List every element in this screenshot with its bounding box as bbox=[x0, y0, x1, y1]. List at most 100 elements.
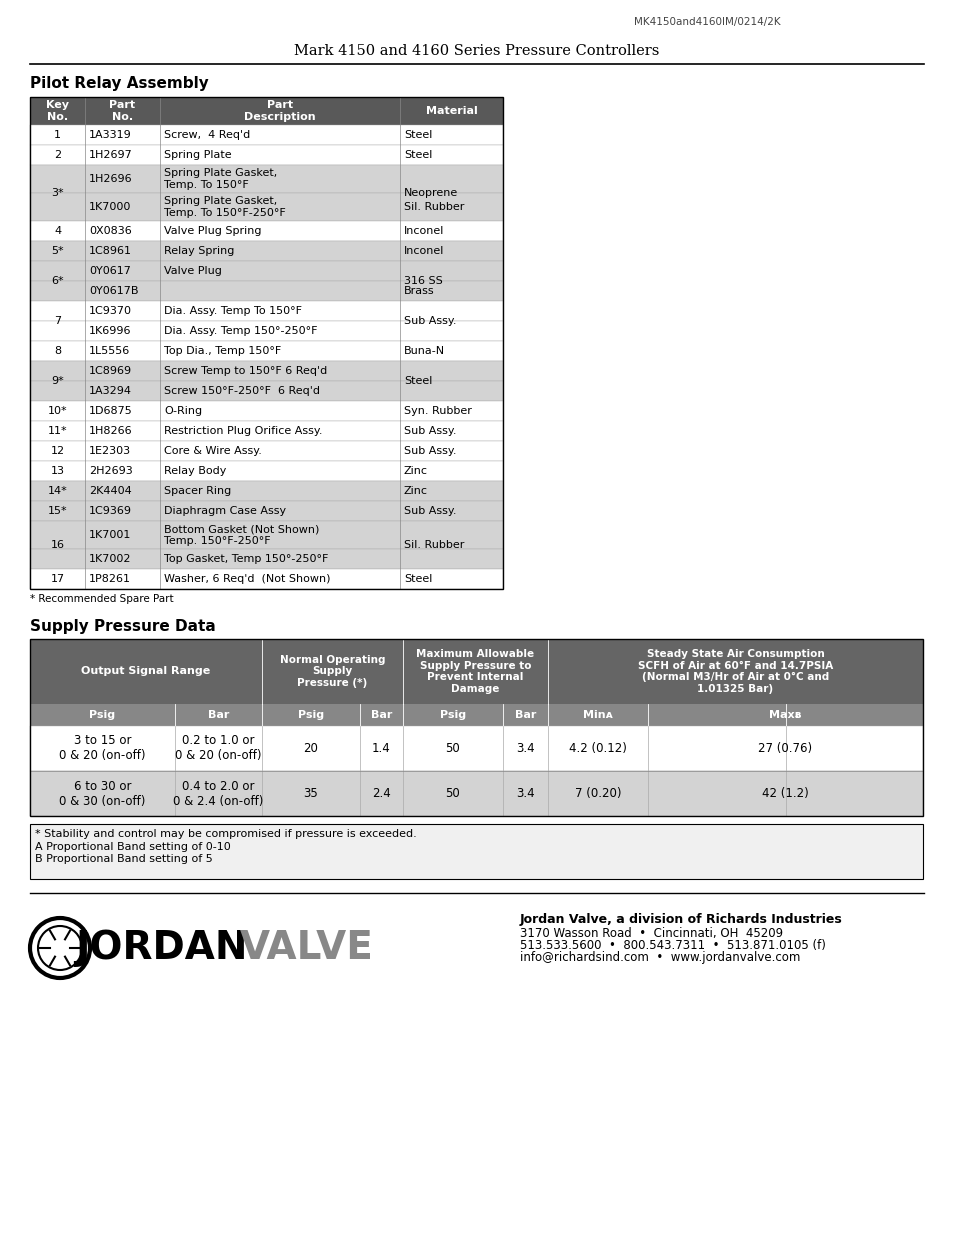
Text: 3 to 15 or
0 & 20 (on-off): 3 to 15 or 0 & 20 (on-off) bbox=[59, 735, 146, 762]
Bar bbox=[30, 261, 502, 282]
Text: 1.4: 1.4 bbox=[372, 742, 391, 755]
Text: Relay Spring: Relay Spring bbox=[164, 246, 234, 256]
Text: 6 to 30 or
0 & 30 (on-off): 6 to 30 or 0 & 30 (on-off) bbox=[59, 779, 146, 808]
Text: 3.4: 3.4 bbox=[516, 742, 535, 755]
Bar bbox=[30, 569, 502, 589]
Text: 1L5556: 1L5556 bbox=[89, 346, 131, 356]
Bar bbox=[30, 125, 502, 144]
Bar bbox=[30, 521, 502, 550]
Text: Maximum Allowable
Supply Pressure to
Prevent Internal
Damage: Maximum Allowable Supply Pressure to Pre… bbox=[416, 650, 534, 694]
Text: Inconel: Inconel bbox=[403, 246, 444, 256]
Text: B Proportional Band setting of 5: B Proportional Band setting of 5 bbox=[35, 853, 213, 864]
Text: Bar: Bar bbox=[208, 710, 229, 720]
Text: * Recommended Spare Part: * Recommended Spare Part bbox=[30, 594, 173, 604]
Bar bbox=[30, 638, 923, 704]
Text: Screw Temp to 150°F 6 Req'd: Screw Temp to 150°F 6 Req'd bbox=[164, 366, 327, 375]
Text: Steel: Steel bbox=[403, 375, 432, 387]
Text: Mark 4150 and 4160 Series Pressure Controllers: Mark 4150 and 4160 Series Pressure Contr… bbox=[294, 44, 659, 58]
Text: Spring Plate Gasket,
Temp. To 150°F: Spring Plate Gasket, Temp. To 150°F bbox=[164, 168, 277, 190]
Bar bbox=[30, 221, 502, 241]
Text: 1E2303: 1E2303 bbox=[89, 446, 131, 456]
Text: 3*: 3* bbox=[51, 188, 64, 198]
Text: 1P8261: 1P8261 bbox=[89, 574, 131, 584]
Text: Key
No.: Key No. bbox=[46, 100, 69, 122]
Bar bbox=[30, 98, 502, 125]
Text: 4.2 (0.12): 4.2 (0.12) bbox=[569, 742, 626, 755]
Text: 8: 8 bbox=[54, 346, 61, 356]
Text: Sub Assy.: Sub Assy. bbox=[403, 446, 456, 456]
Text: 9*: 9* bbox=[51, 375, 64, 387]
Bar bbox=[30, 144, 502, 165]
Text: Part
No.: Part No. bbox=[110, 100, 135, 122]
Text: O-Ring: O-Ring bbox=[164, 406, 202, 416]
Text: Neoprene: Neoprene bbox=[403, 188, 457, 198]
Text: 50: 50 bbox=[445, 787, 460, 800]
Text: Restriction Plug Orifice Assy.: Restriction Plug Orifice Assy. bbox=[164, 426, 322, 436]
Text: 1A3319: 1A3319 bbox=[89, 130, 132, 140]
Text: 1A3294: 1A3294 bbox=[89, 387, 132, 396]
Text: info@richardsind.com  •  www.jordanvalve.com: info@richardsind.com • www.jordanvalve.c… bbox=[519, 951, 800, 965]
Text: * Stability and control may be compromised if pressure is exceeded.: * Stability and control may be compromis… bbox=[35, 829, 416, 839]
Text: Jordan Valve, a division of Richards Industries: Jordan Valve, a division of Richards Ind… bbox=[519, 913, 841, 926]
Text: Steel: Steel bbox=[403, 574, 432, 584]
Text: Psig: Psig bbox=[439, 710, 466, 720]
Text: 13: 13 bbox=[51, 466, 65, 475]
Text: Pilot Relay Assembly: Pilot Relay Assembly bbox=[30, 77, 209, 91]
Text: Brass: Brass bbox=[403, 287, 435, 296]
Text: Material: Material bbox=[425, 106, 476, 116]
Text: 15*: 15* bbox=[48, 506, 68, 516]
Bar bbox=[30, 480, 502, 501]
Text: Steady State Air Consumption
SCFH of Air at 60°F and 14.7PSIA
(Normal M3/Hr of A: Steady State Air Consumption SCFH of Air… bbox=[638, 650, 832, 694]
Text: JORDAN: JORDAN bbox=[75, 929, 247, 967]
Text: 0.4 to 2.0 or
0 & 2.4 (on-off): 0.4 to 2.0 or 0 & 2.4 (on-off) bbox=[173, 779, 263, 808]
Bar bbox=[30, 241, 502, 261]
Bar bbox=[30, 771, 923, 816]
Text: 1H2697: 1H2697 bbox=[89, 149, 132, 161]
Text: Sil. Rubber: Sil. Rubber bbox=[403, 203, 464, 212]
Text: Part
Description: Part Description bbox=[244, 100, 315, 122]
Text: Sub Assy.: Sub Assy. bbox=[403, 316, 456, 326]
Bar bbox=[30, 401, 502, 421]
Text: 1C9369: 1C9369 bbox=[89, 506, 132, 516]
Text: VALVE: VALVE bbox=[240, 929, 374, 967]
Text: Minᴀ: Minᴀ bbox=[582, 710, 612, 720]
Text: Dia. Assy. Temp To 150°F: Dia. Assy. Temp To 150°F bbox=[164, 306, 302, 316]
Text: 316 SS: 316 SS bbox=[403, 275, 442, 287]
Bar bbox=[30, 441, 502, 461]
Text: 16: 16 bbox=[51, 540, 65, 550]
Text: 35: 35 bbox=[303, 787, 318, 800]
Text: 513.533.5600  •  800.543.7311  •  513.871.0105 (f): 513.533.5600 • 800.543.7311 • 513.871.01… bbox=[519, 939, 825, 952]
Text: A Proportional Band setting of 0-10: A Proportional Band setting of 0-10 bbox=[35, 842, 231, 852]
Text: Top Gasket, Temp 150°-250°F: Top Gasket, Temp 150°-250°F bbox=[164, 555, 328, 564]
Text: Output Signal Range: Output Signal Range bbox=[81, 667, 211, 677]
Text: 3170 Wasson Road  •  Cincinnati, OH  45209: 3170 Wasson Road • Cincinnati, OH 45209 bbox=[519, 927, 782, 940]
Text: MK4150and4160IM/0214/2K: MK4150and4160IM/0214/2K bbox=[634, 17, 780, 27]
Text: Valve Plug Spring: Valve Plug Spring bbox=[164, 226, 261, 236]
Bar bbox=[30, 421, 502, 441]
Text: Zinc: Zinc bbox=[403, 487, 428, 496]
Text: 1D6875: 1D6875 bbox=[89, 406, 132, 416]
Text: Spring Plate Gasket,
Temp. To 150°F-250°F: Spring Plate Gasket, Temp. To 150°F-250°… bbox=[164, 196, 286, 217]
Text: 1C8969: 1C8969 bbox=[89, 366, 132, 375]
Text: 1K7002: 1K7002 bbox=[89, 555, 132, 564]
Text: 3.4: 3.4 bbox=[516, 787, 535, 800]
Text: Sub Assy.: Sub Assy. bbox=[403, 506, 456, 516]
Bar bbox=[30, 165, 502, 193]
Text: 17: 17 bbox=[51, 574, 65, 584]
Text: 1H8266: 1H8266 bbox=[89, 426, 132, 436]
Text: Core & Wire Assy.: Core & Wire Assy. bbox=[164, 446, 262, 456]
Text: 10*: 10* bbox=[48, 406, 68, 416]
Text: Diaphragm Case Assy: Diaphragm Case Assy bbox=[164, 506, 286, 516]
Text: Maxᴃ: Maxᴃ bbox=[768, 710, 801, 720]
Text: Normal Operating
Supply
Pressure (*): Normal Operating Supply Pressure (*) bbox=[279, 655, 385, 688]
Bar bbox=[30, 98, 502, 589]
Text: 0.2 to 1.0 or
0 & 20 (on-off): 0.2 to 1.0 or 0 & 20 (on-off) bbox=[175, 735, 261, 762]
Text: Dia. Assy. Temp 150°-250°F: Dia. Assy. Temp 150°-250°F bbox=[164, 326, 317, 336]
Bar bbox=[30, 726, 923, 771]
Bar bbox=[30, 193, 502, 221]
Bar bbox=[30, 361, 502, 382]
Text: 2: 2 bbox=[54, 149, 61, 161]
Text: Inconel: Inconel bbox=[403, 226, 444, 236]
Text: Top Dia., Temp 150°F: Top Dia., Temp 150°F bbox=[164, 346, 281, 356]
Text: 2K4404: 2K4404 bbox=[89, 487, 132, 496]
